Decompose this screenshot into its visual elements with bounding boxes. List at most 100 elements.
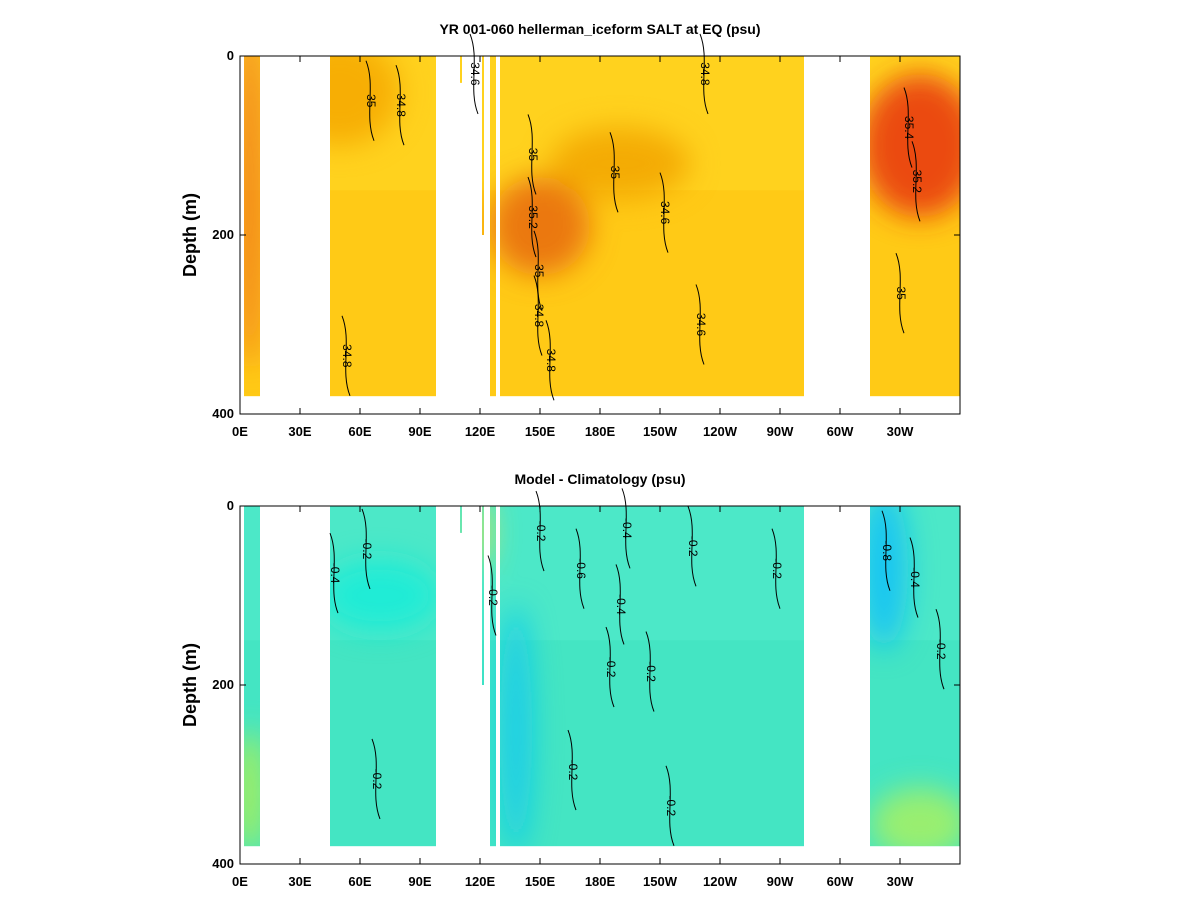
- contour-label: -0.2: [686, 536, 700, 557]
- contour-line-13: [935, 609, 945, 690]
- contour-line-15: [567, 729, 577, 811]
- contour-label: -0.2: [486, 585, 500, 606]
- contour-line-14: [371, 738, 381, 820]
- contour-label: 34.6: [468, 62, 482, 86]
- contour-label: 35.2: [910, 170, 924, 194]
- contour-line-12: [533, 275, 543, 356]
- contour-line-8: [903, 87, 913, 168]
- x-tick-label: 60E: [348, 874, 371, 889]
- contour-line-4: [527, 114, 537, 195]
- contour-line-2: [535, 490, 545, 572]
- contour-label: 34.8: [394, 94, 408, 118]
- bottom-panel: -0.2 -0.4 -0.2 -0.4 -0.2 -0.2 -0.6 -0.2 -0.4 -0.2…: [0, 450, 1200, 900]
- contour-label: 35: [364, 94, 378, 108]
- y-axis-label: Depth (m): [180, 193, 200, 277]
- contour-label: 35: [526, 148, 540, 162]
- contour-line-10: [895, 252, 905, 334]
- field-blob-2: [550, 127, 690, 200]
- field-blob-1: [500, 604, 532, 847]
- contour-label: 35: [532, 264, 546, 278]
- difference-chart: -0.2 -0.4 -0.2 -0.4 -0.2 -0.2 -0.6 -0.2 -0.4 -0.2…: [180, 471, 961, 889]
- contour-lines: [341, 33, 921, 401]
- contour-line-12: [909, 537, 919, 618]
- x-tick-label: 180E: [585, 874, 616, 889]
- salinity-chart: 35 34.8 34.6 34.8 35 35 35.2 34.6 35.4 35.2 35 35 34…: [180, 21, 961, 439]
- x-tick-label: 90E: [408, 424, 431, 439]
- contour-line-9: [605, 626, 615, 708]
- contour-label: 34.8: [544, 349, 558, 373]
- x-tick-label: 150W: [643, 424, 678, 439]
- x-tick-label: 60E: [348, 424, 371, 439]
- contour-line-9: [911, 141, 921, 222]
- contour-line-0: [361, 508, 371, 590]
- y-tick-label: 200: [212, 227, 234, 242]
- contour-label: 34.8: [340, 344, 354, 368]
- x-tick-label: 90W: [767, 424, 794, 439]
- contour-line-3: [699, 33, 709, 115]
- x-tick-label: 60W: [827, 874, 854, 889]
- x-tick-label: 150E: [525, 874, 556, 889]
- contour-label: 34.8: [698, 62, 712, 86]
- chart-title: Model - Climatology (psu): [514, 471, 685, 487]
- contour-line-14: [695, 284, 705, 365]
- y-tick-label: 400: [212, 856, 234, 871]
- x-tick-label: 150W: [643, 874, 678, 889]
- contour-line-15: [545, 320, 555, 401]
- contour-line-11: [533, 230, 543, 311]
- contour-label: -0.2: [370, 769, 384, 790]
- contour-line-7: [487, 555, 497, 636]
- contour-line-11: [881, 510, 891, 591]
- field-blob-1: [490, 176, 590, 276]
- field-blob-0: [280, 56, 400, 146]
- contour-line-5: [771, 528, 781, 609]
- contour-label: -0.6: [574, 558, 588, 579]
- contour-lines: [329, 488, 945, 847]
- contour-label: -0.2: [770, 558, 784, 579]
- field-blob-3: [870, 787, 960, 847]
- contour-line-1: [395, 65, 405, 146]
- field-blob-2: [860, 506, 908, 650]
- x-tick-label: 120W: [703, 874, 738, 889]
- contour-label: -0.2: [534, 521, 548, 542]
- contour-label: -0.4: [614, 594, 628, 615]
- x-tick-label: 30W: [887, 874, 914, 889]
- x-tick-label: 0E: [232, 874, 248, 889]
- contour-label: -0.8: [880, 540, 894, 561]
- contour-line-4: [687, 506, 697, 587]
- x-tick-label: 90W: [767, 874, 794, 889]
- contour-line-10: [645, 631, 655, 712]
- contour-label: 35.2: [526, 205, 540, 229]
- y-tick-label: 0: [227, 48, 234, 63]
- contour-label: -0.2: [664, 795, 678, 816]
- chart-title: YR 001-060 hellerman_iceform SALT at EQ …: [439, 21, 760, 37]
- top-panel: 35 34.8 34.6 34.8 35 35 35.2 34.6 35.4 35.2 35 35 34…: [180, 21, 961, 439]
- field-blob-3: [860, 73, 960, 218]
- contour-label: -0.2: [566, 760, 580, 781]
- contour-line-6: [575, 528, 585, 609]
- x-tick-label: 30E: [288, 874, 311, 889]
- contour-label: 35: [608, 166, 622, 180]
- contour-line-3: [621, 488, 631, 569]
- contour-line-7: [659, 172, 669, 253]
- field-blob-4: [244, 729, 266, 847]
- field-blob-0: [320, 559, 440, 632]
- x-tick-label: 90E: [408, 874, 431, 889]
- x-tick-label: 120W: [703, 424, 738, 439]
- x-tick-label: 180E: [585, 424, 616, 439]
- contour-label: -0.4: [908, 567, 922, 588]
- contour-label: 34.6: [694, 313, 708, 337]
- contour-label: -0.2: [360, 539, 374, 560]
- contour-line-5: [609, 132, 619, 213]
- y-tick-label: 0: [227, 498, 234, 513]
- contour-line-2: [469, 33, 479, 115]
- contour-label: -0.4: [620, 518, 634, 539]
- contour-line-16: [665, 765, 675, 847]
- x-tick-label: 30W: [887, 424, 914, 439]
- x-tick-label: 150E: [525, 424, 556, 439]
- contour-label: 34.8: [532, 304, 546, 328]
- contour-label: 35: [894, 286, 908, 300]
- contour-label: 34.6: [658, 201, 672, 225]
- x-tick-label: 0E: [232, 424, 248, 439]
- contour-label: 35.4: [902, 116, 916, 140]
- contour-label: -0.2: [604, 657, 618, 678]
